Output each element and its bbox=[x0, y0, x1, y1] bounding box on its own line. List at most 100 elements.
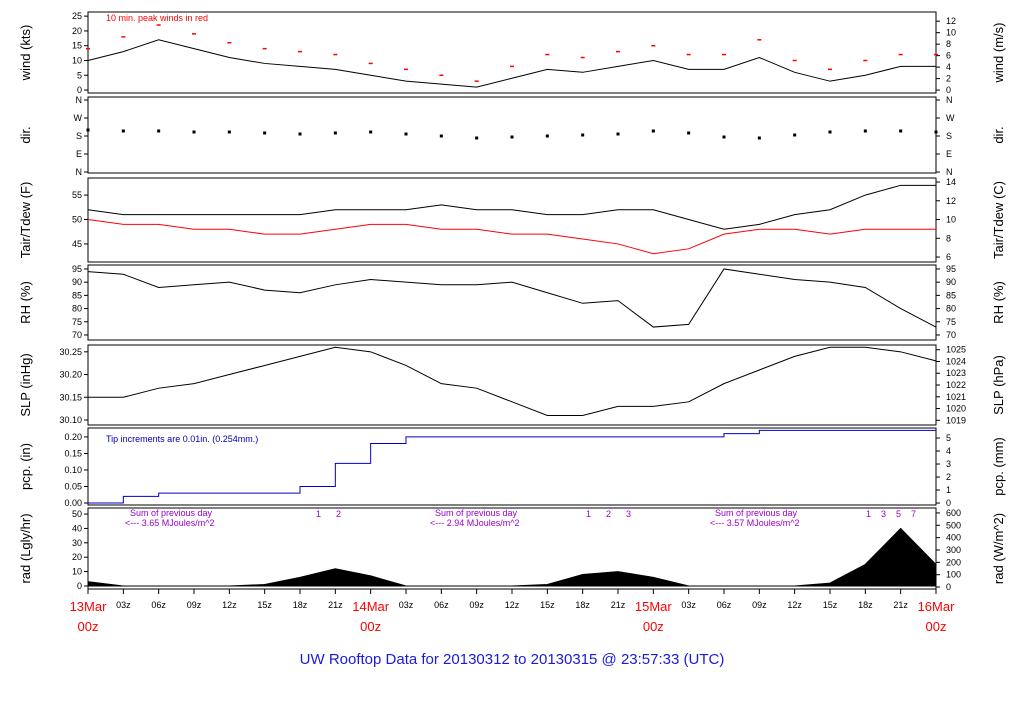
y2-tick-label: 90 bbox=[946, 277, 956, 287]
y2-tick-label: 3 bbox=[946, 459, 951, 469]
x-tick-label: 15z bbox=[540, 600, 555, 610]
y2-tick-label: 85 bbox=[946, 290, 956, 300]
y2-tick-label: 6 bbox=[946, 51, 951, 61]
y-tick-label: 55 bbox=[72, 190, 82, 200]
y-axis-label: dir. bbox=[18, 126, 33, 143]
point bbox=[757, 136, 761, 140]
point bbox=[545, 134, 549, 138]
point bbox=[227, 130, 231, 134]
x-tick-label: 15z bbox=[257, 600, 272, 610]
y2-tick-label: 80 bbox=[946, 304, 956, 314]
y2-tick-label: 300 bbox=[946, 545, 961, 555]
y2-tick-label: 95 bbox=[946, 264, 956, 274]
x-tick-label: 15z bbox=[823, 600, 838, 610]
y-tick-label: 50 bbox=[72, 509, 82, 519]
annotation: Sum of previous day bbox=[130, 508, 213, 518]
point bbox=[157, 129, 161, 133]
y-tick-label: N bbox=[76, 95, 83, 105]
y2-tick-label: 200 bbox=[946, 557, 961, 567]
x-tick-label: 09z bbox=[187, 600, 202, 610]
y2-tick-label: 14 bbox=[946, 177, 956, 187]
series-line bbox=[87, 219, 936, 255]
y-tick-label: 80 bbox=[72, 304, 82, 314]
y2-tick-label: 2 bbox=[946, 472, 951, 482]
annotation: <--- 2.94 MJoules/m^2 bbox=[430, 518, 520, 528]
y-tick-label: 30.10 bbox=[59, 415, 82, 425]
y2-tick-label: 75 bbox=[946, 317, 956, 327]
x-tick-label: 09z bbox=[469, 600, 484, 610]
point bbox=[510, 135, 514, 139]
x-tick-label: 21z bbox=[893, 600, 908, 610]
panel-frame bbox=[87, 11, 937, 94]
point bbox=[475, 136, 479, 140]
y2-tick-label: 12 bbox=[946, 196, 956, 206]
y2-tick-label: 5 bbox=[946, 433, 951, 443]
point bbox=[581, 133, 585, 137]
y2-tick-label: 1024 bbox=[946, 356, 966, 366]
point bbox=[828, 130, 832, 134]
point bbox=[687, 131, 691, 135]
x-tick-label: 21z bbox=[328, 600, 343, 610]
y2-tick-label: 1023 bbox=[946, 368, 966, 378]
y-axis-label: Tair/Tdew (F) bbox=[18, 182, 33, 259]
y-tick-label: 40 bbox=[72, 523, 82, 533]
point bbox=[722, 135, 726, 139]
y-tick-label: 5 bbox=[77, 70, 82, 80]
y2-tick-label: 2 bbox=[946, 74, 951, 84]
y-axis-label: RH (%) bbox=[18, 281, 33, 324]
point bbox=[616, 132, 620, 136]
panel-frame bbox=[87, 427, 937, 506]
point bbox=[899, 129, 903, 133]
annotation: Sum of previous day bbox=[715, 508, 798, 518]
y2-tick-label: 500 bbox=[946, 520, 961, 530]
x-tick-label: 06z bbox=[434, 600, 449, 610]
y2-tick-label: 8 bbox=[946, 39, 951, 49]
y-tick-label: 0 bbox=[77, 581, 82, 591]
y2-axis-label: pcp. (mm) bbox=[991, 437, 1006, 496]
x-tick-label: 09z bbox=[752, 600, 767, 610]
y2-axis-label: RH (%) bbox=[991, 281, 1006, 324]
point bbox=[934, 130, 938, 134]
y-tick-label: 10 bbox=[72, 567, 82, 577]
y2-tick-label: 1021 bbox=[946, 392, 966, 402]
y-tick-label: 20 bbox=[72, 26, 82, 36]
y2-tick-label: E bbox=[946, 149, 952, 159]
series-line bbox=[88, 346, 937, 416]
y2-tick-label: S bbox=[946, 131, 952, 141]
y-tick-label: 30.20 bbox=[59, 370, 82, 380]
x-tick-label: 06z bbox=[151, 600, 166, 610]
y2-tick-label: 6 bbox=[946, 252, 951, 262]
y-tick-label: 95 bbox=[72, 264, 82, 274]
y-tick-label: 30.25 bbox=[59, 347, 82, 357]
x-tick-label: 12z bbox=[505, 600, 520, 610]
x-day-label: 15Mar bbox=[635, 599, 673, 614]
y-tick-label: 0.15 bbox=[64, 448, 82, 458]
y2-tick-label: N bbox=[946, 167, 953, 177]
y-axis-label: pcp. (in) bbox=[18, 443, 33, 490]
point bbox=[192, 130, 196, 134]
y-tick-label: 0.05 bbox=[64, 481, 82, 491]
x-tick-label: 18z bbox=[858, 600, 873, 610]
y2-tick-label: 1022 bbox=[946, 380, 966, 390]
y-tick-label: 85 bbox=[72, 290, 82, 300]
y2-tick-label: 4 bbox=[946, 446, 951, 456]
y2-tick-label: 8 bbox=[946, 233, 951, 243]
y2-axis-label: Tair/Tdew (C) bbox=[991, 181, 1006, 259]
y-axis-label: rad (Lgly/hr) bbox=[18, 513, 33, 583]
y-tick-label: 10 bbox=[72, 55, 82, 65]
annotation: <--- 3.65 MJoules/m^2 bbox=[125, 518, 215, 528]
x-day-sublabel: 00z bbox=[926, 619, 947, 634]
annotation: <--- 3.57 MJoules/m^2 bbox=[710, 518, 800, 528]
y-tick-label: 50 bbox=[72, 215, 82, 225]
x-day-label: 16Mar bbox=[918, 599, 956, 614]
y-tick-label: 70 bbox=[72, 330, 82, 340]
x-day-label: 14Mar bbox=[352, 599, 390, 614]
y-tick-label: W bbox=[74, 113, 83, 123]
y2-tick-label: W bbox=[946, 113, 955, 123]
y-axis-label: SLP (inHg) bbox=[18, 353, 33, 416]
y2-tick-label: N bbox=[946, 95, 953, 105]
point bbox=[651, 129, 655, 133]
y-tick-label: 25 bbox=[72, 11, 82, 21]
x-tick-label: 18z bbox=[293, 600, 308, 610]
y-tick-label: 0 bbox=[77, 85, 82, 95]
